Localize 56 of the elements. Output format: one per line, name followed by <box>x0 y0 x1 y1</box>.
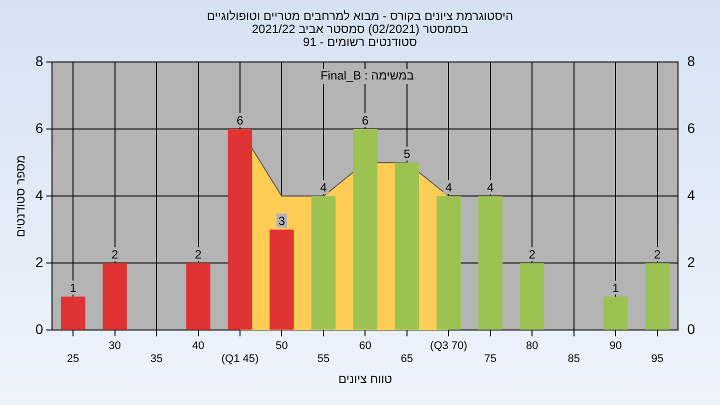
x-tick-label: 80 <box>526 340 538 352</box>
y-tick-label: 2 <box>35 254 44 270</box>
bar <box>436 196 461 330</box>
data-label: 2 <box>111 247 118 262</box>
x-tick-label: 85 <box>568 353 580 366</box>
x-tick-label: 35 <box>150 353 163 366</box>
y2-tick-label: 2 <box>687 254 696 270</box>
y-tick-label: 0 <box>35 321 44 338</box>
y2-tick-label: 6 <box>687 120 696 136</box>
y2-tick-label: 4 <box>687 186 696 203</box>
x-tick-label: 75 <box>484 353 497 366</box>
y-tick-label: 8 <box>35 52 44 69</box>
data-label: 2 <box>194 247 202 262</box>
bar <box>520 263 544 330</box>
data-label: 6 <box>362 113 369 128</box>
bar <box>186 263 210 330</box>
bar <box>102 263 127 330</box>
x-tick-label: 65 <box>400 353 414 366</box>
data-label: 2 <box>654 247 662 262</box>
y2-tick-label: 0 <box>687 321 696 338</box>
data-label: 4 <box>320 180 328 194</box>
data-label: 5 <box>404 146 411 161</box>
data-label: 4 <box>487 180 494 194</box>
bar <box>394 162 420 330</box>
data-label: 2 <box>528 247 536 262</box>
x-tick-label: 25 <box>66 353 80 366</box>
data-label: 1 <box>612 280 620 295</box>
x-tick-label: 55 <box>317 353 330 366</box>
bar <box>645 263 670 330</box>
bar <box>270 230 294 330</box>
data-label: 6 <box>236 113 244 128</box>
x-tick-label: 95 <box>651 353 664 366</box>
y-axis-title: מספר סטודנטים <box>14 155 28 238</box>
x-tick-label: (Q1 45) <box>221 353 259 366</box>
bar <box>311 196 336 330</box>
bar <box>478 196 503 330</box>
data-label: 3 <box>278 214 286 228</box>
x-axis-title: טווח ציונים <box>338 372 392 386</box>
chart-subtitle: בסמסטר (02/2021) סמסטר אביב 2021/22 סטודנטים רשומים - 91 <box>250 22 470 49</box>
bar <box>228 129 252 330</box>
x-tick-label: 90 <box>609 340 622 352</box>
data-label: 1 <box>70 280 77 295</box>
bar <box>353 129 378 330</box>
y-tick-label: 6 <box>35 120 44 136</box>
y2-tick-label: 8 <box>687 52 696 69</box>
data-label: 4 <box>445 180 452 194</box>
x-tick-label: 50 <box>276 340 288 352</box>
annotation: במשימה : Final_B <box>320 68 414 82</box>
bar <box>604 296 628 330</box>
x-tick-label: (Q3 70) <box>430 340 468 352</box>
x-tick-label: 40 <box>192 340 204 352</box>
chart-title: היסטוגרמת ציונים בקורס - מבוא למרחבים מטריים וטופולוגיים <box>206 9 514 23</box>
x-tick-label: 60 <box>359 340 372 352</box>
bar <box>60 296 86 330</box>
x-tick-label: 30 <box>108 340 121 352</box>
y-tick-label: 4 <box>35 186 44 203</box>
